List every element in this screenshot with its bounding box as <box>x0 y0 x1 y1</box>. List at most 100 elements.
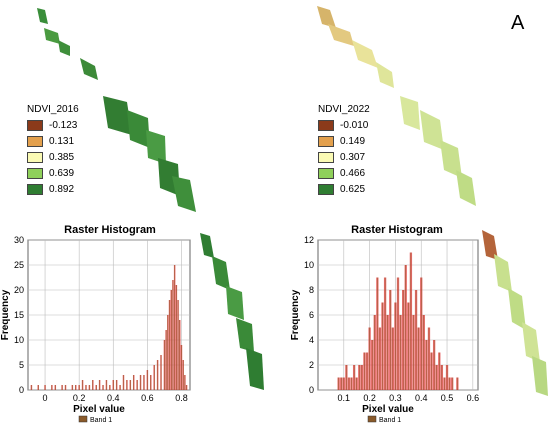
legend-entry: 0.892 <box>27 181 79 197</box>
field-parcel <box>236 318 254 352</box>
legend-label: 0.131 <box>49 135 75 147</box>
x-tick-label: 0.3 <box>389 393 402 403</box>
field-parcel <box>37 8 48 24</box>
legend-swatch <box>318 183 334 195</box>
y-tick-label: 12 <box>304 235 314 245</box>
x-tick-label: 0.5 <box>441 393 454 403</box>
y-tick-label: 6 <box>309 310 314 320</box>
field-parcel <box>246 348 264 390</box>
field-parcel <box>146 130 166 164</box>
field-parcel <box>456 170 476 206</box>
y-tick-label: 2 <box>309 360 314 370</box>
field-parcel <box>376 62 394 88</box>
y-tick-label: 0 <box>309 385 314 395</box>
histogram-2016: Raster Histogram 0 5 10 15 20 25 30 0 0.2 0.4 0.6 0… <box>0 224 191 424</box>
field-parcel <box>172 176 196 212</box>
legend-label: 0.385 <box>49 151 75 163</box>
legend-entry: 0.625 <box>318 181 370 197</box>
legend-swatch <box>318 151 334 163</box>
legend-label: -0.010 <box>340 119 369 131</box>
field-parcel <box>226 286 244 320</box>
legend-entry: -0.123 <box>27 117 79 133</box>
histogram-title: Raster Histogram <box>64 224 156 236</box>
legend-swatch <box>27 167 43 179</box>
x-tick-label: 0.4 <box>107 393 120 403</box>
legend-entry: 0.385 <box>27 149 79 165</box>
legend-title: NDVI_2016 <box>27 104 79 115</box>
y-axis-label: Frequency <box>0 289 11 340</box>
legend-label: Band 1 <box>379 417 401 424</box>
map-2022 <box>317 6 548 396</box>
x-tick-label: 0.6 <box>141 393 154 403</box>
x-tick-label: 0.2 <box>363 393 376 403</box>
field-parcel <box>440 140 462 178</box>
legend-swatch <box>318 119 334 131</box>
legend-entry: 0.131 <box>27 133 79 149</box>
x-tick-label: 0 <box>43 393 48 403</box>
legend-entry: 0.466 <box>318 165 370 181</box>
legend-label: -0.123 <box>49 119 78 131</box>
y-tick-label: 8 <box>309 285 314 295</box>
field-parcel <box>58 40 70 56</box>
x-tick-label: 0.2 <box>73 393 86 403</box>
field-parcel <box>103 96 132 135</box>
y-tick-label: 10 <box>14 335 24 345</box>
legend-swatch <box>78 415 88 423</box>
field-parcel <box>508 288 526 330</box>
field-parcel <box>522 322 540 362</box>
y-axis-label: Frequency <box>290 289 301 340</box>
y-tick-label: 5 <box>19 360 24 370</box>
x-tick-label: 0.8 <box>175 393 188 403</box>
field-parcel <box>482 230 498 260</box>
x-tick-label: 0.6 <box>467 393 480 403</box>
x-axis-label: Pixel value <box>73 404 125 415</box>
y-tick-label: 20 <box>14 285 24 295</box>
legend-label: 0.625 <box>340 183 366 195</box>
legend-swatch <box>27 183 43 195</box>
y-tick-label: 0 <box>19 385 24 395</box>
panel-label: A <box>511 12 525 34</box>
legend-2016: NDVI_2016 -0.123 0.131 0.385 0.639 0.892 <box>27 104 79 197</box>
legend-label: 0.892 <box>49 183 75 195</box>
x-axis-label: Pixel value <box>362 404 414 415</box>
y-tick-label: 10 <box>304 260 314 270</box>
y-tick-label: 30 <box>14 235 24 245</box>
legend-entry: 0.149 <box>318 133 370 149</box>
field-parcel <box>532 356 548 396</box>
field-parcel <box>212 256 230 290</box>
legend-entry: 0.307 <box>318 149 370 165</box>
y-tick-label: 15 <box>14 310 24 320</box>
legend-entry: -0.010 <box>318 117 370 133</box>
legend-2022: NDVI_2022 -0.010 0.149 0.307 0.466 0.625 <box>318 104 370 197</box>
legend-swatch <box>367 415 377 423</box>
field-parcel <box>494 254 512 292</box>
legend-swatch <box>27 135 43 147</box>
legend-label: 0.639 <box>49 167 75 179</box>
field-parcel <box>44 28 60 44</box>
x-tick-label: 0.4 <box>415 393 428 403</box>
y-tick-label: 25 <box>14 260 24 270</box>
field-parcel <box>400 96 420 130</box>
field-parcel <box>420 110 444 150</box>
field-parcel <box>352 40 378 68</box>
x-tick-label: 0.1 <box>338 393 351 403</box>
legend-label: 0.466 <box>340 167 366 179</box>
field-parcel <box>328 24 354 46</box>
legend-swatch <box>27 151 43 163</box>
field-parcel <box>317 6 336 28</box>
legend-swatch <box>27 119 43 131</box>
legend-swatch <box>318 167 334 179</box>
histogram-title: Raster Histogram <box>351 224 443 236</box>
legend-label: Band 1 <box>90 417 112 424</box>
y-tick-label: 4 <box>309 335 314 345</box>
legend-entry: 0.639 <box>27 165 79 181</box>
field-parcel <box>200 233 214 258</box>
map-2016 <box>37 8 264 390</box>
legend-swatch <box>318 135 334 147</box>
field-parcel <box>127 110 150 148</box>
legend-label: 0.149 <box>340 135 366 147</box>
legend-title: NDVI_2022 <box>318 104 370 115</box>
field-parcel <box>80 58 98 80</box>
histogram-2022: Raster Histogram 0 2 4 6 8 10 12 0.1 0.2 0.3 0.4 0.… <box>290 224 479 424</box>
